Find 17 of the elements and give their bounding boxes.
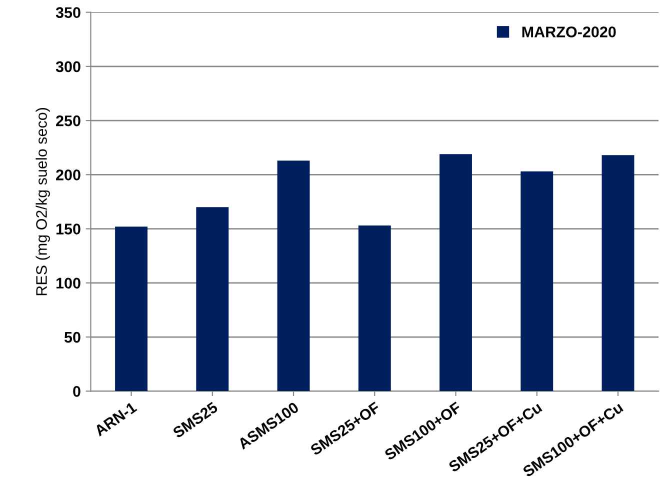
bar	[115, 226, 148, 392]
y-tick-label: 350	[56, 7, 80, 18]
legend-label: MARZO-2020	[522, 26, 616, 38]
y-tick-label: 250	[56, 115, 80, 126]
y-axis-title: RES (mg O2/kg suelo seco)	[36, 108, 50, 296]
bar	[440, 154, 472, 392]
bar	[196, 207, 229, 392]
y-tick-label: 200	[56, 170, 80, 180]
y-tick-label: 0	[73, 386, 80, 397]
y-tick-label: 300	[56, 61, 80, 72]
bar	[277, 160, 310, 392]
bar	[602, 155, 634, 392]
bar	[358, 226, 391, 392]
y-tick-label: 100	[56, 278, 80, 289]
y-tick-label: 50	[64, 332, 80, 343]
y-tick-label: 150	[56, 224, 80, 234]
bar	[520, 171, 554, 392]
